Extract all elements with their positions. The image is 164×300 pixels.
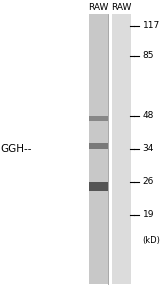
- Text: RAW: RAW: [112, 3, 132, 12]
- Text: 48: 48: [143, 111, 154, 120]
- Text: 34: 34: [143, 144, 154, 153]
- Bar: [89, 182, 108, 190]
- Text: 26: 26: [143, 177, 154, 186]
- Text: GGH--: GGH--: [1, 143, 32, 154]
- Text: (kD): (kD): [143, 236, 161, 244]
- Text: 117: 117: [143, 21, 160, 30]
- Text: RAW: RAW: [89, 3, 109, 12]
- Bar: [89, 14, 108, 284]
- Text: 85: 85: [143, 51, 154, 60]
- Bar: [89, 142, 108, 149]
- Bar: [89, 116, 108, 121]
- Bar: [112, 14, 131, 284]
- Text: 19: 19: [143, 210, 154, 219]
